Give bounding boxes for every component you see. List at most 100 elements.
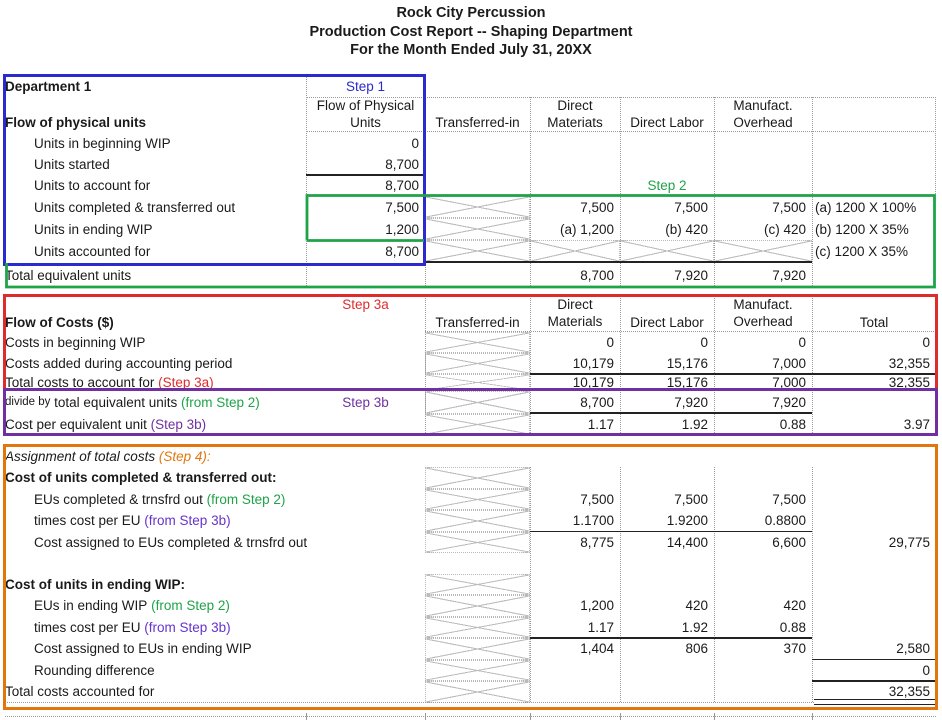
gridline-tick xyxy=(530,713,531,720)
row-label: Units completed & transferred out xyxy=(34,199,236,215)
value-oh: 370 xyxy=(783,641,806,657)
row-label: EUs completed & trnsfrd out (from Step 2… xyxy=(34,491,286,507)
crossed-cell xyxy=(425,353,530,374)
value-dm: 10,179 xyxy=(572,375,614,390)
row-assignment-heading: Assignment of total costs (Step 4): xyxy=(5,445,936,467)
crossed-cell xyxy=(425,391,530,414)
department-label: Department 1 xyxy=(5,79,92,94)
value-dl: 1.92 xyxy=(681,416,708,432)
report-title: Rock City Percussion Production Cost Rep… xyxy=(0,4,942,60)
row-label: Units accounted for xyxy=(34,243,151,259)
value-dl: 1.9200 xyxy=(666,513,708,529)
value-dm: 1.17 xyxy=(587,416,614,432)
row-divide-by-equivalent-units: divide by total equivalent units (from S… xyxy=(5,391,936,414)
crossed-cell xyxy=(425,595,530,617)
col-header-transferred-in: Transferred-in xyxy=(435,115,520,130)
row-total-equivalent-units: Total equivalent units 8,700 7,920 7,920 xyxy=(5,262,936,288)
row-units-started: Units started 8,700 xyxy=(5,154,936,175)
row-label: times cost per EU (from Step 3b) xyxy=(34,619,231,635)
value-dl: 420 xyxy=(685,598,708,614)
value-oh: 0.8800 xyxy=(764,513,806,529)
subheading-ending-wip: Cost of units in ending WIP: xyxy=(5,576,185,592)
crossed-cell xyxy=(425,681,530,703)
row-label: Rounding difference xyxy=(34,662,155,678)
value-dl: 15,176 xyxy=(666,356,708,371)
value-dl: 7,500 xyxy=(674,491,708,507)
crossed-cell xyxy=(714,240,812,262)
value-dl: 806 xyxy=(685,641,708,657)
crossed-cell xyxy=(425,488,530,510)
from-step2-ref: (from Step 2) xyxy=(181,394,260,410)
row-label: Total equivalent units xyxy=(5,267,132,283)
crossed-cell xyxy=(425,240,530,262)
value-oh: 0.88 xyxy=(779,619,806,635)
row-department: Department 1 Step 1 xyxy=(5,76,936,97)
row-rounding-difference: Rounding difference 0 xyxy=(5,659,936,681)
step4-ref: (Step 4): xyxy=(158,448,211,464)
row-label: Units in ending WIP xyxy=(34,221,153,237)
from-step2-ref: (from Step 2) xyxy=(151,598,230,614)
value-dl: 0 xyxy=(700,335,708,350)
value-oh: 7,000 xyxy=(772,356,806,371)
company-name: Rock City Percussion xyxy=(396,5,546,21)
report-period: For the Month Ended July 31, 20XX xyxy=(350,42,592,58)
row-cost-assigned-ending-wip: Cost assigned to EUs in ending WIP 1,404… xyxy=(5,638,936,660)
value-flow: 8,700 xyxy=(385,157,419,172)
crossed-cell xyxy=(425,638,530,660)
value-oh: 7,500 xyxy=(772,199,806,215)
gridline xyxy=(5,716,936,717)
row-label: Units started xyxy=(34,157,110,172)
value-dm: 10,179 xyxy=(572,356,614,371)
section-physical-units: Department 1 Step 1 Flow of physical uni… xyxy=(5,76,936,288)
value-dl: 15,176 xyxy=(666,375,708,390)
value-dm: 7,500 xyxy=(580,199,614,215)
value-dm: 8,700 xyxy=(580,394,614,410)
crossed-cell xyxy=(425,659,530,681)
value-oh: 7,000 xyxy=(772,375,806,390)
value-total: 2,580 xyxy=(896,641,930,657)
col-header-total: Total xyxy=(859,315,889,330)
from-step3b-ref: (from Step 3b) xyxy=(144,513,231,529)
col-header-overhead: Manufact. Overhead xyxy=(733,98,793,130)
step1-label: Step 1 xyxy=(345,79,386,94)
row-label: Total costs to account for (Step 3a) xyxy=(5,375,214,390)
crossed-cell xyxy=(425,332,530,353)
crossed-cell xyxy=(530,240,620,262)
gridline-tick xyxy=(620,713,621,720)
col-header-direct-labor: Direct Labor xyxy=(630,315,704,330)
row-label: Cost per equivalent unit (Step 3b) xyxy=(5,416,207,432)
value-dm: 1,404 xyxy=(580,641,614,657)
subheading-completed: Cost of units completed & transferred ou… xyxy=(5,470,277,486)
value-oh: 6,600 xyxy=(772,534,806,550)
row-label: Costs in beginning WIP xyxy=(5,335,146,350)
value-oh: 7,920 xyxy=(772,394,806,410)
gridline-tick xyxy=(306,713,307,720)
section-flow-of-costs: Flow of Costs ($) Step 3a Transferred-in… xyxy=(5,295,936,435)
value-dm: 1.17 xyxy=(587,619,614,635)
value-dl: 7,920 xyxy=(674,394,708,410)
col-header-direct-materials: Direct Materials xyxy=(547,297,603,329)
value-dm: 1,200 xyxy=(580,598,614,614)
row-eus-ending-wip: EUs in ending WIP (from Step 2) 1,200 42… xyxy=(5,595,936,617)
row-times-cost-per-eu-2: times cost per EU (from Step 3b) 1.17 1.… xyxy=(5,616,936,638)
value-oh: 0.88 xyxy=(779,416,806,432)
gridline-tick xyxy=(812,713,813,720)
col-header-flow: Flow of Physical Units xyxy=(316,98,415,130)
col-header-overhead: Manufact. Overhead xyxy=(733,297,793,329)
step3b-ref: (Step 3b) xyxy=(150,416,207,432)
crossed-cell xyxy=(620,240,714,262)
value-oh: 420 xyxy=(783,598,806,614)
value-total: 29,775 xyxy=(888,534,930,550)
row-column-headers-units: Flow of physical units Flow of Physical … xyxy=(5,97,936,132)
step2-label: Step 2 xyxy=(647,178,687,193)
step3a-label: Step 3a xyxy=(342,297,389,312)
row-cost-completed-heading: Cost of units completed & transferred ou… xyxy=(5,467,936,489)
gridline-tick xyxy=(425,713,426,720)
value-dl: 1.92 xyxy=(681,619,708,635)
row-units-accounted-for: Units accounted for 8,700 (c) 1200 X 35% xyxy=(5,240,936,262)
value-oh: 7,500 xyxy=(772,491,806,507)
row-units-beginning-wip: Units in beginning WIP 0 xyxy=(5,132,936,154)
crossed-cell xyxy=(425,218,530,240)
crossed-cell xyxy=(425,467,530,489)
row-cost-per-equivalent-unit: Cost per equivalent unit (Step 3b) 1.17 … xyxy=(5,413,936,435)
